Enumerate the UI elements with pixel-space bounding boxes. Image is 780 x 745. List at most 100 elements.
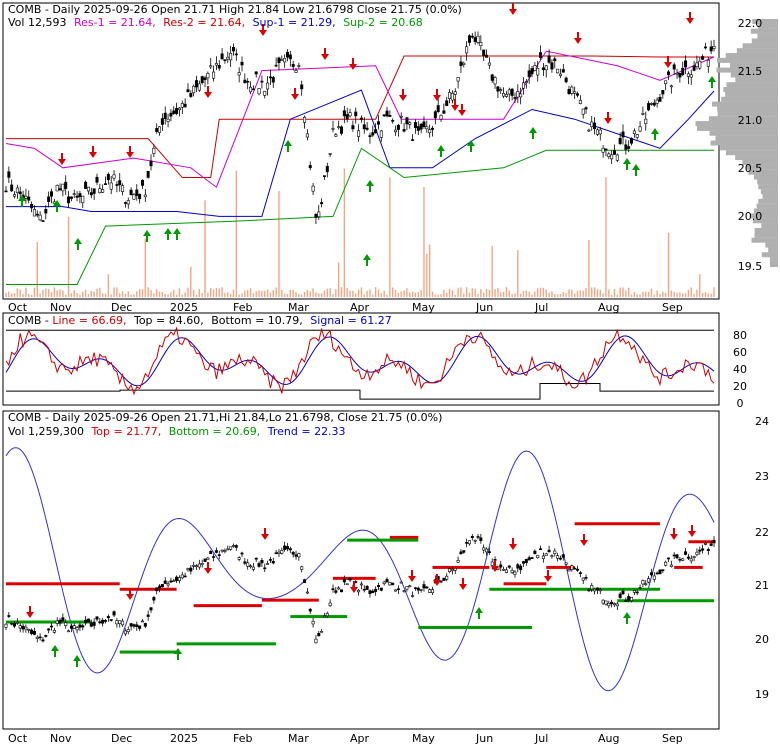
volume-profile-bar bbox=[753, 174, 778, 180]
trend-candle-body bbox=[340, 589, 344, 593]
price-candle-body bbox=[209, 65, 213, 68]
up-arrow bbox=[174, 648, 182, 660]
trend-candle-body bbox=[325, 613, 329, 617]
price-candle-body bbox=[325, 165, 329, 173]
trend-candle-body bbox=[632, 590, 636, 593]
stoch-top-value: Top = 84.60, bbox=[133, 314, 204, 327]
price-candle-body bbox=[675, 72, 679, 75]
volume-bar bbox=[45, 288, 47, 297]
price-candle-body bbox=[703, 46, 707, 49]
volume-bar bbox=[562, 292, 565, 297]
volume-bar bbox=[377, 289, 380, 297]
volume-bar bbox=[76, 293, 78, 297]
volume-bar bbox=[591, 287, 593, 297]
price-candle-body bbox=[231, 47, 235, 52]
volume-bar bbox=[389, 177, 391, 297]
trend-candle-body bbox=[92, 621, 96, 626]
volume-profile-bar bbox=[735, 155, 778, 161]
volume-bar bbox=[173, 289, 175, 297]
volume-profile-bar bbox=[726, 82, 778, 88]
bottom-band-segment bbox=[489, 587, 660, 591]
price-candle-body bbox=[254, 71, 258, 75]
trend-candle-body bbox=[479, 537, 483, 541]
price-candle-body bbox=[467, 35, 471, 43]
volume-bar bbox=[511, 294, 513, 297]
trend-candle-body bbox=[456, 560, 460, 563]
volume-bar bbox=[198, 288, 201, 297]
down-arrow bbox=[433, 89, 441, 101]
volume-bar bbox=[229, 293, 232, 297]
volume-profile-bar bbox=[720, 145, 778, 151]
trend-candle-body bbox=[450, 568, 454, 572]
trend-candle-body bbox=[55, 620, 59, 624]
volume-bar bbox=[537, 288, 539, 297]
trend-candle-body bbox=[371, 590, 375, 594]
trend-candle-body bbox=[706, 549, 710, 551]
price-candle-body bbox=[519, 93, 523, 98]
x-label-mar: Mar bbox=[288, 301, 309, 314]
volume-value: Vol 12,593 bbox=[8, 16, 66, 29]
price-candle-body bbox=[143, 194, 147, 198]
price-candle-body bbox=[160, 118, 164, 125]
down-arrow bbox=[204, 86, 212, 98]
volume-bar bbox=[62, 290, 64, 297]
volume-profile-bar bbox=[754, 227, 778, 233]
trend-candle-body bbox=[684, 551, 688, 555]
trend-candle-body bbox=[712, 539, 716, 544]
p1-tick-21: 21.0 bbox=[738, 114, 763, 127]
volume-bar bbox=[525, 290, 528, 297]
volume-bar bbox=[372, 294, 374, 297]
trend-candle-body bbox=[615, 603, 619, 607]
volume-bar bbox=[264, 291, 266, 297]
volume-bar bbox=[184, 292, 186, 297]
volume-bar bbox=[528, 291, 530, 297]
trend-candle-body bbox=[524, 559, 528, 563]
stoch-signal-line bbox=[5, 335, 715, 387]
volume-bar bbox=[318, 293, 320, 297]
price-candle-body bbox=[229, 52, 233, 61]
trend-candle-body bbox=[627, 596, 631, 601]
down-arrow bbox=[574, 32, 582, 44]
trend-panel-legend: Vol 1,259,300 Top = 21.77, Bottom = 20.6… bbox=[8, 425, 346, 438]
p3-tick-21: 21 bbox=[755, 579, 769, 592]
volume-bar bbox=[480, 289, 482, 297]
trend-candle-body bbox=[251, 566, 255, 570]
price-candle-body bbox=[695, 62, 699, 68]
price-candle-body bbox=[553, 58, 557, 62]
trend-candle-body bbox=[675, 554, 679, 559]
volume-bar bbox=[155, 289, 158, 297]
price-candle-body bbox=[15, 187, 19, 194]
volume-bar bbox=[383, 290, 385, 297]
price-candle-body bbox=[365, 127, 369, 130]
price-candle-body bbox=[502, 93, 506, 97]
price-candle-body bbox=[217, 65, 221, 69]
trend-candle-body bbox=[328, 602, 332, 607]
volume-bar bbox=[343, 168, 346, 297]
price-candle-body bbox=[192, 85, 196, 94]
volume-bar bbox=[576, 290, 579, 297]
volume-bar bbox=[642, 292, 644, 297]
volume-bar bbox=[215, 288, 218, 297]
price-candle-body bbox=[425, 126, 429, 130]
trend-candle-body bbox=[72, 625, 76, 629]
price-candle-body bbox=[621, 131, 625, 138]
volume-bar bbox=[454, 294, 456, 297]
price-candle-body bbox=[300, 84, 304, 90]
volume-bar bbox=[605, 177, 607, 297]
trend-candle-body bbox=[601, 599, 605, 604]
trend-candle-body bbox=[197, 563, 201, 568]
price-candle-body bbox=[686, 73, 690, 77]
price-candle-body bbox=[214, 63, 218, 66]
price-candle-body bbox=[138, 193, 142, 200]
volume-bar bbox=[588, 240, 590, 297]
trend-candle-body bbox=[624, 600, 628, 602]
trend-candle-body bbox=[709, 543, 713, 546]
price-candle-body bbox=[121, 185, 125, 192]
volume-profile-bar bbox=[725, 91, 778, 97]
price-candle-body bbox=[462, 62, 466, 65]
volume-profile-bar bbox=[730, 72, 778, 78]
trend-candle-body bbox=[359, 583, 363, 586]
trend-candle-body bbox=[376, 585, 380, 587]
trend-candle-body bbox=[129, 623, 133, 627]
volume-bar bbox=[124, 293, 127, 297]
